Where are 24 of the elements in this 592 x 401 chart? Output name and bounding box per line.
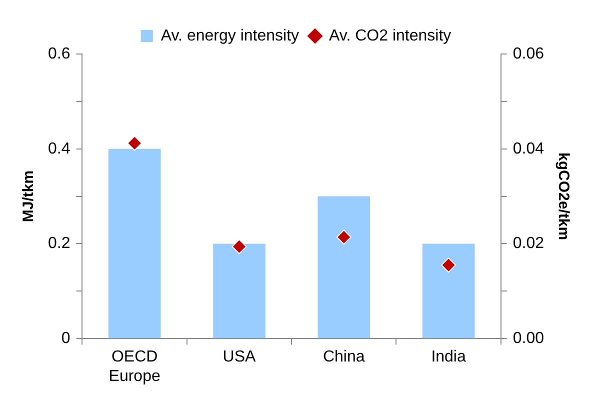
legend-label: Av. CO2 intensity: [329, 27, 452, 44]
y-axis-title: MJ/tkm: [20, 170, 38, 222]
y2-axis-title: kgCO2e/tkm: [554, 152, 572, 240]
y-tick-label: 0.6: [48, 45, 70, 62]
bar: [108, 148, 161, 338]
x-tick-label: USA: [222, 348, 256, 366]
point: [441, 258, 456, 273]
y2-tick-label: 0.00: [512, 330, 544, 348]
x-tick-label: China: [322, 348, 365, 366]
point: [127, 136, 142, 151]
bar: [422, 244, 475, 338]
x-tick-label: India: [431, 348, 466, 366]
point: [232, 239, 247, 254]
y-tick-label: 0.2: [48, 235, 70, 252]
y2-tick-label: 0.06: [512, 45, 544, 62]
y-tick-label: 0: [61, 330, 70, 348]
point: [336, 230, 352, 245]
bar: [318, 196, 370, 338]
y2-tick-label: 0.02: [512, 235, 544, 252]
y2-tick-label: 0.04: [512, 140, 544, 158]
bar: [213, 244, 266, 338]
y-tick-label: 0.4: [48, 140, 70, 158]
x-tick-label: OECD Europe: [108, 348, 160, 385]
legend-label: Av. energy intensity: [160, 27, 300, 44]
